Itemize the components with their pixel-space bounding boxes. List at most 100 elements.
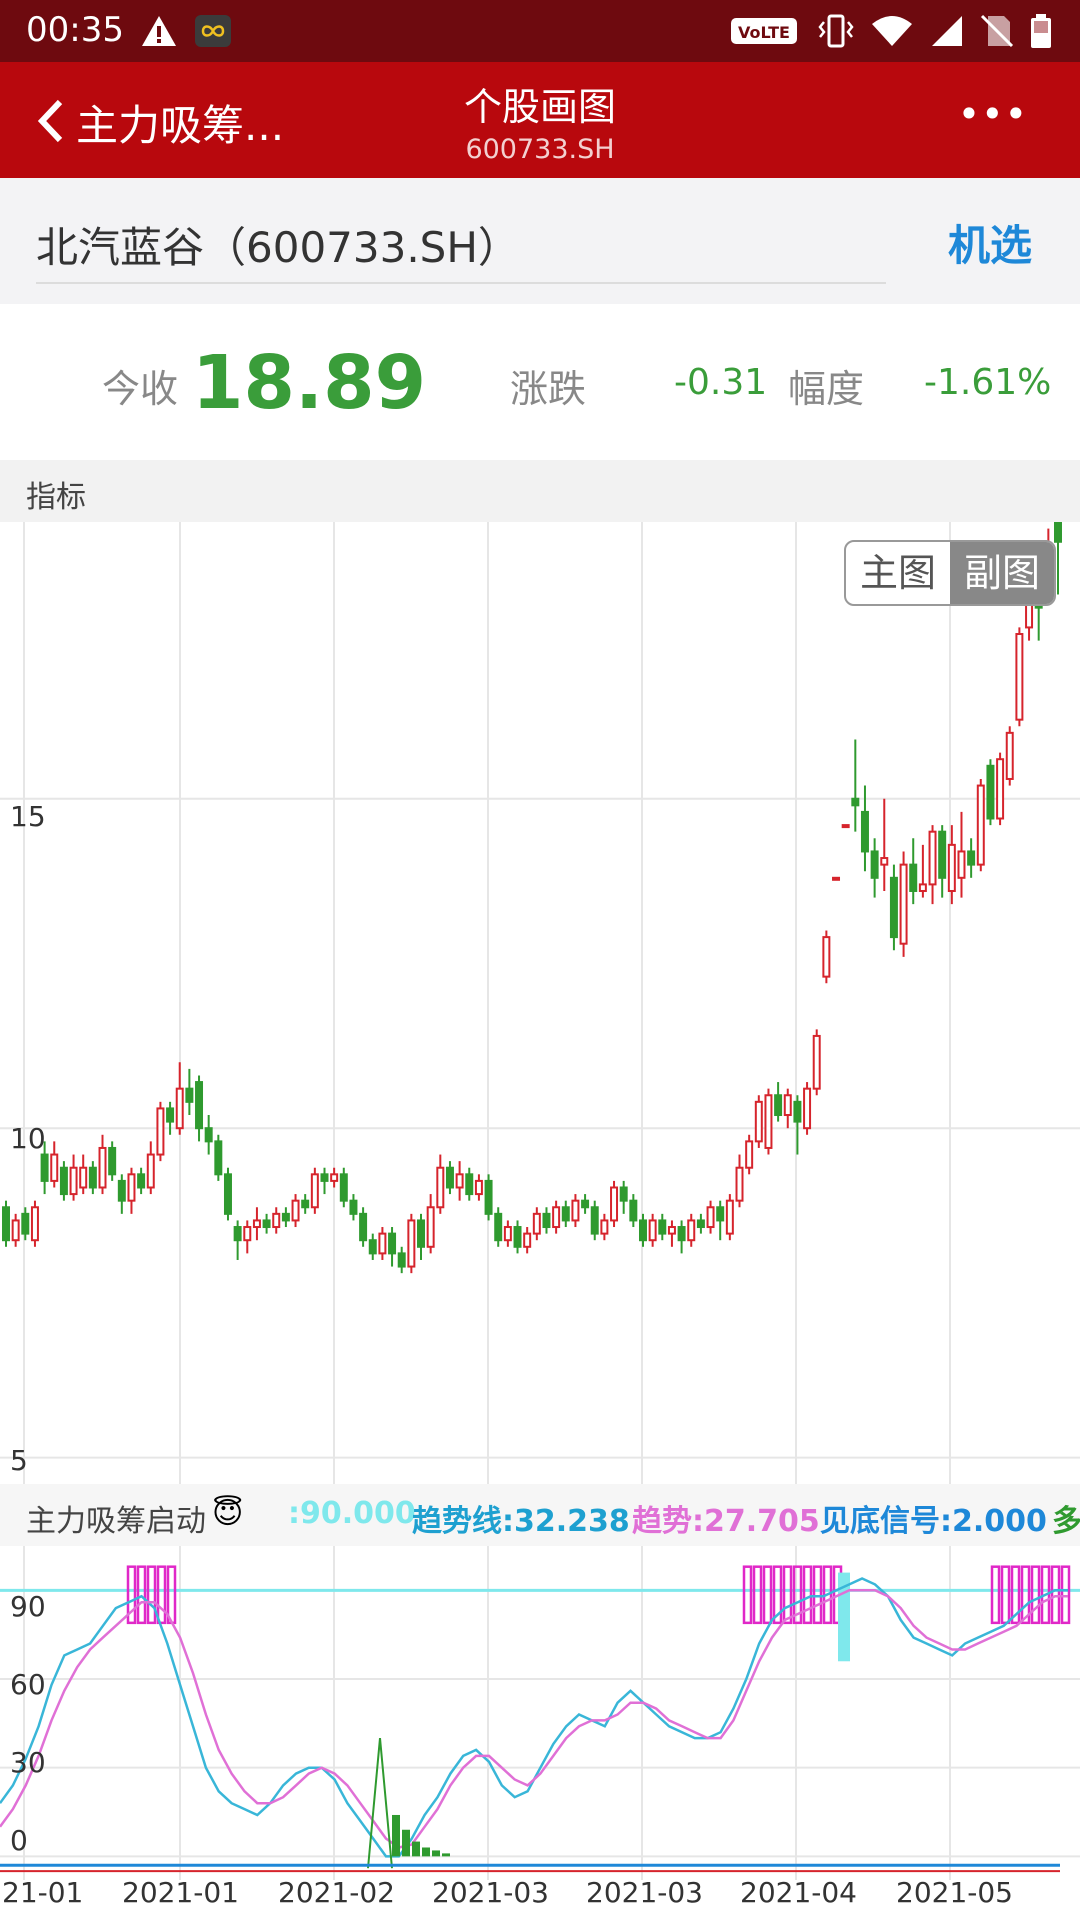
candle-body	[706, 1206, 715, 1229]
candle-body	[976, 784, 985, 866]
indicator-tick-label: 90	[10, 1590, 46, 1623]
percent-label: 幅度	[788, 367, 865, 411]
candle-body	[2, 1206, 10, 1242]
candle-body	[648, 1219, 657, 1242]
sub-indicator-header: 主力吸筹启动 😇 :90.000 趋势线:32.238 趋势:27.705 见底…	[0, 1484, 1080, 1546]
candle-body	[426, 1206, 435, 1248]
stock-bar: 北汽蓝谷（600733.SH） 机选	[0, 178, 1080, 304]
candle-body	[667, 1226, 676, 1235]
signal-box	[990, 1565, 1001, 1625]
candle-body	[1015, 633, 1024, 721]
candle-body	[40, 1153, 49, 1182]
stock-name: 北汽蓝谷（600733.SH）	[36, 223, 520, 272]
signal-box	[742, 1565, 753, 1625]
signal-box	[1050, 1565, 1061, 1625]
candle-body	[368, 1239, 377, 1255]
sub-value-extra: 多	[1052, 1504, 1080, 1539]
candle-body	[243, 1226, 252, 1242]
signal-box	[752, 1565, 763, 1625]
no-sim-icon	[980, 14, 1014, 48]
date-tick-label: 2021-01	[122, 1876, 239, 1909]
candle-body	[725, 1199, 734, 1235]
bottom-signal-bar	[442, 1853, 450, 1857]
status-bar: 00:35 VoLTE	[0, 0, 1080, 62]
candle-body	[223, 1173, 232, 1215]
candle-body	[108, 1146, 117, 1176]
chart-toggle[interactable]: 主图 副图	[844, 540, 1056, 606]
candle-body	[262, 1219, 271, 1229]
page-subtitle: 600733.SH	[465, 134, 615, 165]
price-tick-label: 5	[10, 1444, 28, 1477]
machine-select-button[interactable]: 机选	[947, 221, 1032, 270]
candle-body	[581, 1199, 590, 1209]
signal-box	[802, 1565, 813, 1625]
candle-body	[407, 1219, 416, 1268]
candle-body	[918, 883, 927, 892]
signal-box	[782, 1565, 793, 1625]
bottom-signal-bar	[392, 1814, 400, 1857]
bottom-signal-bar	[422, 1847, 430, 1857]
candle-body	[21, 1212, 30, 1235]
trendline-series	[0, 1577, 1068, 1858]
main-chart-tab[interactable]: 主图	[859, 551, 936, 595]
sub-chart-tab[interactable]: 副图	[950, 542, 1054, 604]
indicator-tick-label: 30	[10, 1746, 46, 1779]
stock-name-divider	[36, 282, 886, 284]
candle-body	[745, 1140, 754, 1169]
signal-box	[166, 1565, 177, 1625]
candle-body	[397, 1252, 406, 1268]
candle-body	[783, 1094, 792, 1117]
candle-body	[957, 850, 966, 879]
candle-body	[1054, 522, 1062, 543]
candle-body	[417, 1219, 426, 1248]
candle-body	[137, 1173, 146, 1189]
candle-body	[79, 1166, 88, 1189]
signal-box	[1000, 1565, 1011, 1625]
signal-box	[1020, 1565, 1031, 1625]
candle-body	[986, 764, 995, 820]
candle-body	[967, 850, 976, 866]
candle-body	[793, 1100, 802, 1123]
signal-box	[1010, 1565, 1021, 1625]
candle-body	[851, 797, 860, 807]
bottom-signal-bar	[402, 1829, 410, 1857]
candle-body	[803, 1087, 812, 1130]
candle-body	[600, 1219, 609, 1235]
price-tick-label: 15	[10, 800, 46, 833]
stock-chart[interactable]	[0, 522, 1080, 1920]
more-options-button[interactable]: •••	[957, 92, 1028, 136]
alert-icon	[142, 16, 176, 46]
candle-body	[735, 1166, 744, 1202]
candle-body	[330, 1173, 339, 1182]
wifi-icon	[872, 16, 912, 46]
price-tick-label: 10	[10, 1122, 46, 1155]
candle-body	[214, 1140, 223, 1176]
candle-body	[561, 1206, 570, 1222]
date-tick-label: 2021-04	[740, 1876, 857, 1909]
signal-box	[812, 1565, 823, 1625]
candle-body	[281, 1212, 290, 1222]
signal-box	[762, 1565, 773, 1625]
candle-body	[899, 863, 908, 945]
candle-body	[494, 1212, 503, 1242]
candle-body	[1005, 731, 1014, 780]
candle-body	[503, 1226, 512, 1242]
candle-body	[822, 936, 831, 978]
candle-body	[127, 1173, 136, 1202]
candle-body	[301, 1199, 310, 1209]
close-price: 18.89	[192, 340, 427, 426]
signal-box	[126, 1565, 137, 1625]
battery-icon	[1031, 14, 1051, 48]
signal-box	[136, 1565, 147, 1625]
candle-body	[542, 1212, 551, 1229]
candle-body	[117, 1179, 126, 1202]
candle-body	[455, 1173, 464, 1189]
candle-body	[696, 1219, 705, 1229]
candle-body	[166, 1107, 175, 1123]
quote-panel: 今收 18.89 涨跌 -0.31 幅度 -1.61%	[0, 304, 1080, 460]
sub-value-bottom-signal: 见底信号:2.000	[820, 1504, 1047, 1539]
network-badge-text: VoLTE	[738, 23, 790, 42]
candle-body	[716, 1206, 725, 1222]
bottom-signal-spike	[367, 1738, 393, 1869]
date-tick-label: 2021-03	[586, 1876, 703, 1909]
